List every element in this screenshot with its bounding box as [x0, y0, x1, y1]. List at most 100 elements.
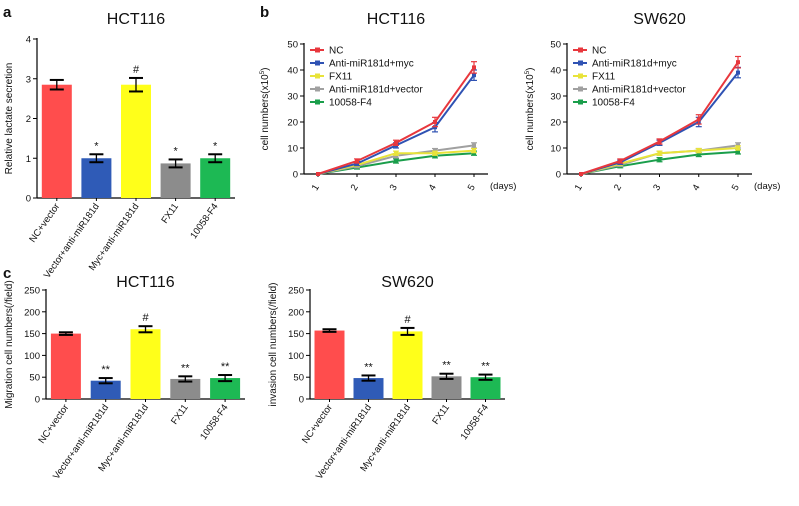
- data-point: [618, 159, 623, 163]
- legend-marker: [578, 86, 583, 92]
- bar: [41, 84, 72, 198]
- chart-title: HCT116: [116, 274, 174, 291]
- x-tick-label: 5: [730, 183, 742, 193]
- panel-label-b: b: [260, 4, 269, 21]
- bar: [470, 377, 501, 399]
- y-axis-label-close: ): [525, 68, 536, 71]
- x-tick-label: 3: [388, 183, 400, 193]
- x-tick-label: NC+vector: [36, 402, 71, 445]
- y-axis-label: invasion cell numbers(/field): [268, 283, 279, 407]
- x-tick-label: 2: [349, 183, 361, 193]
- significance-mark: **: [221, 361, 230, 373]
- y-tick-label: 3: [26, 74, 31, 85]
- significance-mark: **: [442, 360, 451, 372]
- data-point: [579, 172, 583, 176]
- legend-label: 10058-F4: [592, 98, 635, 109]
- y-tick-label: 10: [287, 144, 298, 155]
- data-point: [316, 172, 320, 176]
- bar: [392, 331, 423, 399]
- data-point: [736, 70, 740, 75]
- y-tick-label: 2: [26, 114, 31, 125]
- y-tick-label: 50: [293, 373, 304, 384]
- legend-marker: [578, 47, 583, 53]
- chart-title: HCT116: [367, 11, 425, 28]
- legend-label: Anti-miR181d+myc: [592, 59, 677, 70]
- bar: [200, 158, 231, 198]
- bar: [314, 330, 345, 399]
- chart-title: HCT116: [107, 11, 165, 28]
- x-tick-label: 1: [573, 183, 585, 193]
- y-axis-label: cell numbers(x105): [260, 68, 271, 151]
- chart-a-lactate-secretion: 01234NC+vector*Vector+anti-miR181d#Myc+a…: [4, 11, 235, 281]
- bar: [353, 378, 384, 399]
- data-point: [472, 148, 476, 153]
- data-point: [696, 148, 701, 153]
- significance-mark: #: [404, 314, 411, 326]
- x-axis-label: (days): [490, 181, 516, 192]
- legend-label: Anti-miR181d+myc: [329, 59, 414, 70]
- x-tick-label: FX11: [430, 402, 452, 426]
- y-axis-label: Relative lactate secretion: [4, 63, 15, 175]
- y-tick-label: 200: [24, 307, 40, 318]
- y-tick-label: 50: [29, 373, 40, 384]
- bar: [90, 380, 121, 399]
- legend-label: NC: [329, 46, 343, 57]
- x-tick-label: FX11: [169, 402, 191, 426]
- y-tick-label: 20: [550, 118, 561, 129]
- y-tick-label: 4: [26, 35, 31, 46]
- data-point: [696, 152, 701, 157]
- bar: [130, 329, 161, 399]
- significance-mark: **: [181, 362, 190, 374]
- data-point: [472, 73, 476, 78]
- x-tick-label: 4: [427, 183, 439, 193]
- y-tick-label: 150: [24, 329, 40, 340]
- bar: [121, 84, 151, 198]
- data-point: [394, 140, 398, 145]
- significance-mark: *: [213, 140, 218, 152]
- x-tick-label: 1: [310, 183, 322, 193]
- significance-mark: **: [481, 361, 490, 373]
- bar: [50, 333, 81, 399]
- x-tick-label: NC+vector: [300, 402, 335, 445]
- y-axis-label-text: cell numbers(x10: [260, 74, 271, 151]
- y-tick-label: 30: [550, 92, 561, 103]
- chart-b-hct116-growth: 0 10 20 30 40 50 1 2 3 4 5 (days) NC Anti-miR181d+myc…: [260, 11, 516, 193]
- legend-label: 10058-F4: [329, 98, 372, 109]
- x-tick-label: 5: [466, 183, 478, 193]
- y-tick-label: 250: [288, 286, 304, 297]
- chart-title: SW620: [381, 274, 434, 291]
- legend-marker: [315, 73, 320, 79]
- significance-mark: **: [101, 364, 110, 376]
- data-point: [472, 65, 476, 70]
- y-axis-label: Migration cell numbers(/field): [4, 280, 15, 408]
- y-tick-label: 200: [288, 307, 304, 318]
- y-tick-label: 10: [550, 144, 561, 155]
- bar: [170, 378, 201, 399]
- x-tick-label: NC+vector: [27, 201, 62, 244]
- y-tick-label: 100: [288, 351, 304, 362]
- legend-marker: [315, 86, 320, 92]
- y-axis-label: cell numbers(x105): [525, 68, 536, 151]
- chart-title: SW620: [633, 11, 686, 28]
- y-tick-label: 0: [556, 170, 561, 181]
- y-tick-label: 150: [288, 329, 304, 340]
- data-point: [696, 117, 701, 122]
- y-tick-label: 0: [26, 194, 31, 205]
- data-point: [433, 120, 437, 124]
- data-point: [394, 151, 398, 156]
- significance-mark: *: [173, 145, 178, 157]
- data-point: [736, 60, 740, 65]
- data-point: [657, 139, 662, 144]
- legend-marker: [578, 60, 583, 66]
- data-point: [736, 146, 740, 150]
- data-point: [736, 149, 740, 154]
- legend-label: Anti-miR181d+vector: [329, 85, 423, 96]
- y-axis-label-text: cell numbers(x10: [525, 74, 536, 151]
- significance-mark: *: [94, 140, 99, 152]
- legend-marker: [315, 99, 320, 105]
- data-point: [657, 151, 662, 156]
- legend-marker: [578, 99, 583, 105]
- bar: [431, 376, 462, 399]
- bar: [81, 158, 112, 198]
- y-tick-label: 50: [287, 40, 298, 51]
